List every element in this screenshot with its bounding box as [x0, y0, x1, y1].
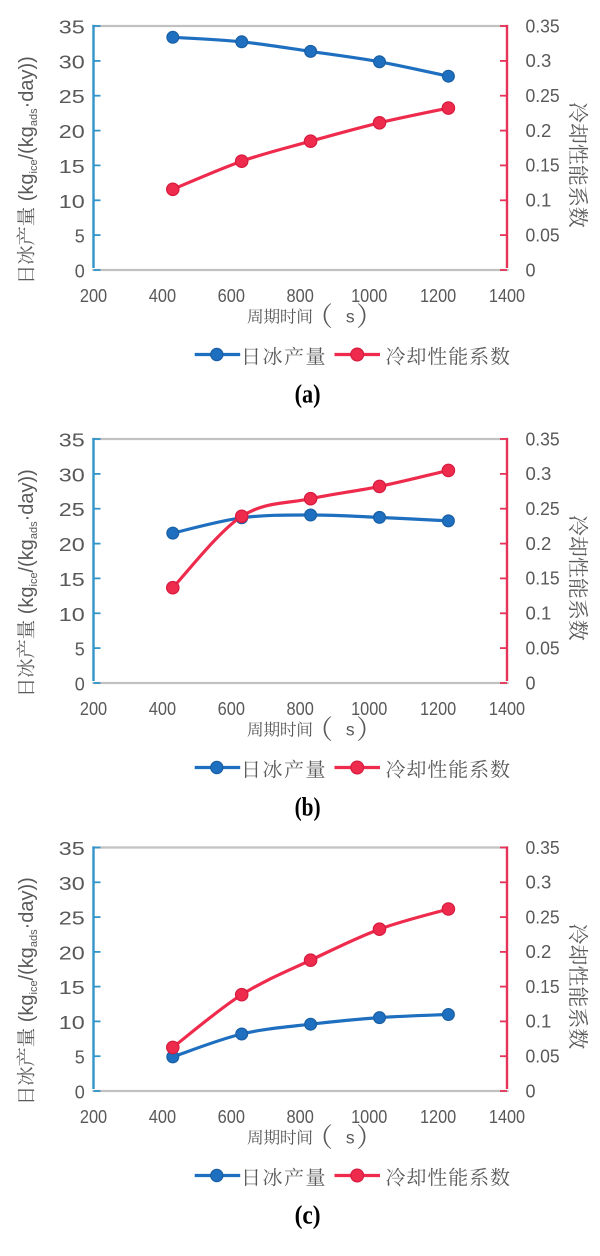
svg-text:0.3: 0.3: [526, 873, 552, 893]
svg-text:30: 30: [59, 52, 85, 72]
svg-text:400: 400: [149, 1107, 176, 1127]
svg-text:0.35: 0.35: [526, 838, 560, 858]
svg-text:0.15: 0.15: [526, 569, 560, 589]
svg-text:5: 5: [75, 227, 85, 247]
svg-text:·day)): ·day)): [16, 469, 38, 521]
svg-text:0: 0: [526, 673, 536, 693]
svg-text:15: 15: [59, 157, 85, 177]
svg-text:10: 10: [59, 192, 85, 212]
svg-text:25: 25: [59, 87, 85, 107]
svg-text:0.35: 0.35: [526, 429, 560, 449]
svg-text:5: 5: [75, 640, 85, 660]
svg-text:600: 600: [218, 1107, 245, 1127]
svg-text:0.2: 0.2: [526, 942, 552, 962]
svg-text:(b): (b): [295, 793, 321, 822]
svg-text:/(kg: /(kg: [16, 947, 38, 980]
svg-text:(c): (c): [295, 1201, 321, 1230]
svg-text:20: 20: [59, 943, 85, 963]
svg-text:1000: 1000: [351, 699, 387, 719]
svg-text:1400: 1400: [489, 286, 525, 306]
svg-text:20: 20: [59, 535, 85, 555]
svg-text:1200: 1200: [420, 699, 456, 719]
svg-text:600: 600: [218, 286, 245, 306]
svg-text:0.3: 0.3: [526, 464, 552, 484]
svg-text:400: 400: [149, 286, 176, 306]
svg-text:ads: ads: [28, 521, 40, 539]
svg-text:0.2: 0.2: [526, 534, 552, 554]
svg-text:s: s: [346, 307, 355, 327]
svg-text:0.15: 0.15: [526, 156, 560, 176]
svg-text:/(kg: /(kg: [16, 126, 38, 159]
svg-text:0: 0: [75, 262, 85, 282]
svg-text:ice: ice: [28, 159, 40, 173]
svg-text:600: 600: [218, 699, 245, 719]
svg-text:30: 30: [59, 465, 85, 485]
svg-text:(kg: (kg: [16, 994, 38, 1022]
svg-text:ice: ice: [28, 980, 40, 994]
svg-text:15: 15: [59, 978, 85, 998]
svg-text:800: 800: [287, 1107, 314, 1127]
svg-text:0: 0: [526, 260, 536, 280]
svg-text:30: 30: [59, 874, 85, 894]
svg-text:s: s: [346, 1128, 355, 1148]
svg-text:35: 35: [59, 431, 85, 451]
svg-text:0.1: 0.1: [526, 1012, 552, 1032]
svg-text:20: 20: [59, 122, 85, 142]
svg-text:25: 25: [59, 500, 85, 520]
svg-text:0.25: 0.25: [526, 86, 560, 106]
svg-text:0: 0: [75, 675, 85, 695]
svg-text:0.1: 0.1: [526, 191, 552, 211]
svg-text:1000: 1000: [351, 1107, 387, 1127]
svg-text:1200: 1200: [420, 286, 456, 306]
svg-text:0.1: 0.1: [526, 604, 552, 624]
svg-text:ads: ads: [28, 929, 40, 947]
svg-text:5: 5: [75, 1048, 85, 1068]
svg-text:ice: ice: [28, 572, 40, 586]
svg-text:0.2: 0.2: [526, 121, 552, 141]
svg-text:800: 800: [287, 699, 314, 719]
svg-text:1400: 1400: [489, 1107, 525, 1127]
svg-text:1200: 1200: [420, 1107, 456, 1127]
svg-text:1000: 1000: [351, 286, 387, 306]
svg-text:800: 800: [287, 286, 314, 306]
svg-text:35: 35: [59, 18, 85, 38]
svg-text:0.25: 0.25: [526, 907, 560, 927]
svg-text:400: 400: [149, 699, 176, 719]
svg-text:10: 10: [59, 1013, 85, 1033]
svg-text:0.05: 0.05: [526, 225, 560, 245]
svg-text:0: 0: [526, 1081, 536, 1101]
svg-text:(kg: (kg: [16, 587, 38, 615]
svg-text:·day)): ·day)): [16, 56, 38, 108]
svg-text:15: 15: [59, 570, 85, 590]
svg-text:0.35: 0.35: [526, 16, 560, 36]
svg-text:0.3: 0.3: [526, 51, 552, 71]
svg-text:0.05: 0.05: [526, 1047, 560, 1067]
svg-text:1400: 1400: [489, 699, 525, 719]
svg-text:·day)): ·day)): [16, 877, 38, 929]
svg-text:0.25: 0.25: [526, 499, 560, 519]
svg-text:s: s: [346, 720, 355, 740]
svg-text:200: 200: [80, 1107, 107, 1127]
svg-text:0.15: 0.15: [526, 977, 560, 997]
svg-text:/(kg: /(kg: [16, 539, 38, 572]
svg-text:(kg: (kg: [16, 174, 38, 202]
svg-text:35: 35: [59, 839, 85, 859]
svg-text:0.05: 0.05: [526, 638, 560, 658]
svg-text:ads: ads: [28, 108, 40, 126]
svg-text:(a): (a): [295, 380, 321, 409]
svg-text:25: 25: [59, 909, 85, 929]
svg-text:200: 200: [80, 699, 107, 719]
svg-text:10: 10: [59, 605, 85, 625]
svg-text:0: 0: [75, 1083, 85, 1103]
svg-text:200: 200: [80, 286, 107, 306]
